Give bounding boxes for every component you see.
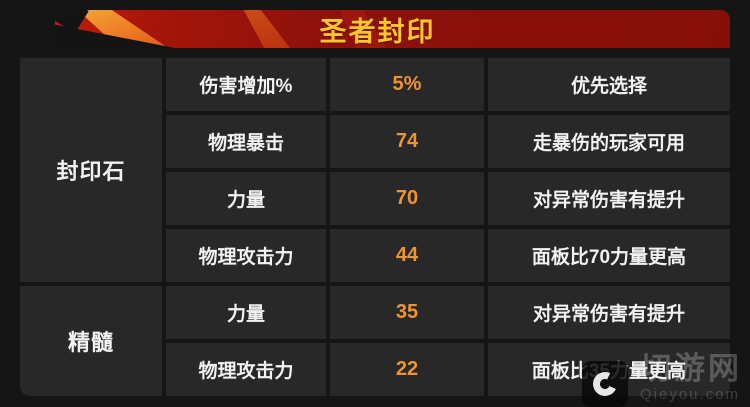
note-cell: 对异常伤害有提升 [488,286,730,339]
value-cell: 74 [330,115,484,168]
value-cell: 70 [330,172,484,225]
note-cell: 优先选择 [488,58,730,111]
note-cell: 对异常伤害有提升 [488,172,730,225]
group-cell-essence: 精髓 [20,286,162,396]
note-cell: 面板比35力量更高 [488,343,730,396]
note-cell: 走暴伤的玩家可用 [488,115,730,168]
stat-table: 封印石 精髓 伤害增加% 5% 优先选择 物理暴击 74 走暴伤的玩家可用 力量… [20,58,730,396]
group-cell-sealstone: 封印石 [20,58,162,282]
attr-cell: 物理攻击力 [166,229,326,282]
page-title: 圣者封印 [319,16,436,47]
note-cell: 面板比70力量更高 [488,229,730,282]
attr-cell: 力量 [166,286,326,339]
value-cell: 22 [330,343,484,396]
value-cell: 5% [330,58,484,111]
attr-cell: 伤害增加% [166,58,326,111]
attr-cell: 力量 [166,172,326,225]
header-banner: 圣者封印 [55,10,730,48]
value-cell: 44 [330,229,484,282]
attr-cell: 物理攻击力 [166,343,326,396]
attr-cell: 物理暴击 [166,115,326,168]
value-cell: 35 [330,286,484,339]
